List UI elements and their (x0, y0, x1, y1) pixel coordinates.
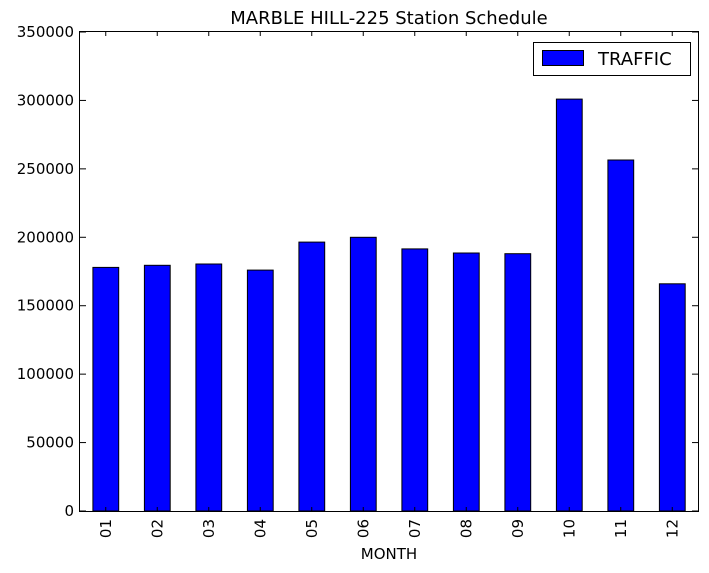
x-tick-label-09: 09 (509, 519, 527, 538)
legend-label-traffic: TRAFFIC (597, 49, 672, 70)
y-tick-label-200000: 200000 (17, 228, 74, 246)
x-axis-ticks: 01 02 03 04 05 06 07 08 09 10 11 12 (97, 32, 681, 538)
x-tick-label-06: 06 (354, 519, 372, 538)
bar-04 (246, 269, 274, 512)
chart-title: MARBLE HILL-225 Station Schedule (230, 8, 547, 29)
bar-02 (143, 264, 171, 512)
x-tick-label-08: 08 (457, 519, 475, 538)
x-tick-label-05: 05 (303, 519, 321, 538)
bar-06 (349, 236, 377, 512)
bar-05 (298, 241, 326, 512)
x-tick-label-07: 07 (406, 519, 424, 538)
y-tick-label-300000: 300000 (17, 91, 74, 109)
y-tick-label-0: 0 (64, 502, 74, 520)
legend: TRAFFIC (533, 42, 691, 76)
bar-12 (658, 283, 686, 512)
x-axis-label: MONTH (361, 545, 417, 563)
bar-10 (555, 98, 583, 512)
x-tick-label-04: 04 (251, 519, 269, 538)
bar-09 (504, 253, 532, 512)
x-tick-label-02: 02 (148, 519, 166, 538)
x-tick-label-12: 12 (663, 519, 681, 538)
x-tick-label-11: 11 (612, 519, 630, 538)
bar-08 (452, 252, 480, 512)
x-tick-label-03: 03 (200, 519, 218, 538)
y-tick-label-350000: 350000 (17, 23, 74, 41)
bars-group (92, 98, 686, 512)
y-axis-ticks: 0 50000 100000 150000 200000 250000 300000 3500… (17, 23, 698, 520)
bar-07 (401, 248, 429, 512)
y-tick-label-250000: 250000 (17, 160, 74, 178)
x-tick-label-10: 10 (560, 519, 578, 538)
x-tick-label-01: 01 (97, 519, 115, 538)
legend-swatch-traffic (542, 50, 584, 66)
y-tick-label-100000: 100000 (17, 365, 74, 383)
y-tick-label-50000: 50000 (26, 434, 74, 452)
plot-area-frame (79, 31, 699, 512)
y-tick-label-150000: 150000 (17, 297, 74, 315)
bar-01 (92, 266, 120, 512)
bar-03 (195, 263, 223, 512)
bar-11 (607, 159, 635, 512)
